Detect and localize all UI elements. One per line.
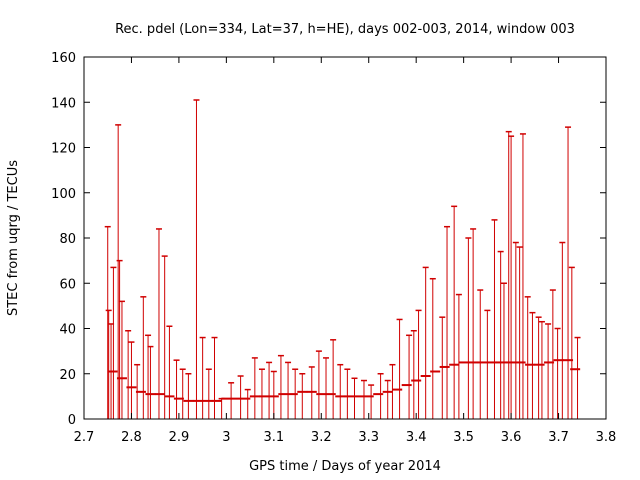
y-tick-label: 20	[59, 368, 76, 383]
x-tick-label: 3.1	[263, 430, 284, 445]
x-axis-label: GPS time / Days of year 2014	[249, 459, 441, 474]
x-tick-label: 3.4	[406, 430, 427, 445]
y-axis-label: STEC from uqrg / TECUs	[6, 160, 21, 316]
y-tick-label: 60	[59, 277, 76, 292]
y-tick-label: 120	[51, 142, 76, 157]
y-tick-label: 40	[59, 323, 76, 338]
x-tick-label: 3.2	[311, 430, 332, 445]
x-tick-label: 3.8	[596, 430, 617, 445]
x-tick-label: 3.7	[548, 430, 569, 445]
x-tick-label: 3	[222, 430, 230, 445]
axes: 2.7 2.8 2.9 3 3.1 3.2 3.3 3.4 3.5 3.6 3.7 3.8 0 20 40 6…	[51, 51, 616, 445]
x-tick-label: 2.8	[121, 430, 142, 445]
y-tick-label: 0	[68, 413, 76, 428]
plot-frame	[83, 56, 607, 420]
x-tick-label: 3.3	[358, 430, 379, 445]
data-layer	[104, 99, 581, 419]
x-tick-label: 3.6	[501, 430, 522, 445]
x-tick-label: 3.5	[453, 430, 474, 445]
x-tick-label: 2.9	[169, 430, 190, 445]
y-tick-label: 160	[51, 51, 76, 66]
x-tick-label: 2.7	[74, 430, 95, 445]
chart-title: Rec. pdel (Lon=334, Lat=37, h=HE), days …	[115, 22, 575, 37]
y-tick-label: 140	[51, 96, 76, 111]
y-tick-label: 80	[59, 232, 76, 247]
y-tick-label: 100	[51, 187, 76, 202]
